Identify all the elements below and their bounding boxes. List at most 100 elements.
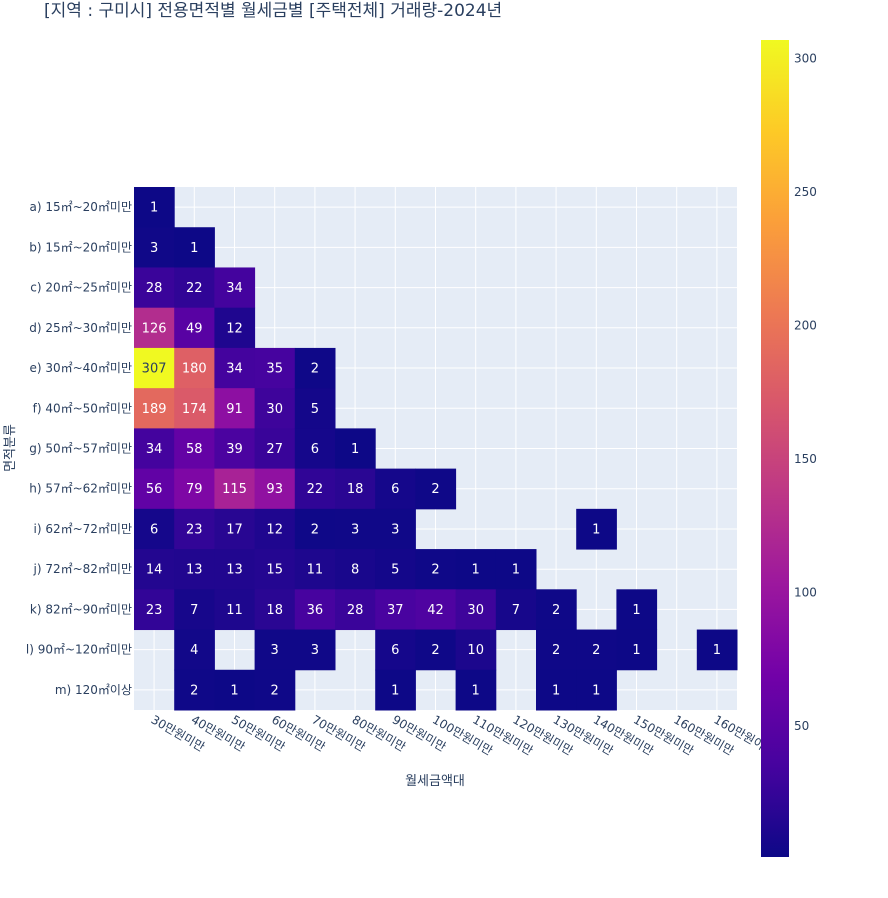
cell-value-label: 174 <box>182 402 207 417</box>
cell-value-label: 1 <box>472 683 480 698</box>
cell-value-label: 58 <box>186 442 203 457</box>
heatmap-cell <box>134 549 175 590</box>
cell-value-label: 3 <box>271 643 279 658</box>
cell-value-label: 23 <box>146 603 163 618</box>
heatmap-cell <box>536 629 577 671</box>
heatmap-cell <box>254 508 296 550</box>
heatmap-cell <box>254 347 296 389</box>
heatmap-cell <box>375 508 416 550</box>
y-tick-label: h) 57㎡~62㎡미만 <box>29 482 132 496</box>
cell-value-label: 1 <box>592 683 600 698</box>
heatmap-cell <box>294 468 336 510</box>
cell-value-label: 11 <box>307 563 324 578</box>
cell-value-label: 307 <box>142 362 167 377</box>
heatmap-cell <box>536 589 577 631</box>
cell-value-label: 2 <box>431 482 439 497</box>
cell-value-label: 5 <box>311 402 319 417</box>
cell-value-label: 2 <box>431 643 439 658</box>
cell-value-label: 3 <box>391 522 399 537</box>
heatmap-cell <box>335 468 376 510</box>
heatmap-cell <box>254 428 296 470</box>
heatmap-cell <box>134 267 175 309</box>
cell-value-label: 6 <box>391 482 399 497</box>
cell-value-label: 15 <box>266 563 283 578</box>
cell-value-label: 79 <box>186 482 203 497</box>
heatmap-cell <box>214 669 256 711</box>
heatmap-cell <box>495 549 537 590</box>
heatmap-cell <box>134 589 175 631</box>
cell-value-label: 1 <box>190 241 198 256</box>
cell-value-label: 2 <box>311 362 319 377</box>
heatmap-cell <box>616 629 658 671</box>
cell-value-label: 22 <box>307 482 324 497</box>
cell-value-label: 3 <box>311 643 319 658</box>
heatmap-cell <box>294 388 336 429</box>
heatmap-cell <box>134 347 175 389</box>
heatmap-cell <box>576 508 617 550</box>
cell-value-label: 7 <box>190 603 198 618</box>
colorbar-tick-label: 200 <box>794 319 817 333</box>
heatmap-cell <box>294 508 336 550</box>
heatmap-cell <box>415 629 457 671</box>
y-tick-label: g) 50㎡~57㎡미만 <box>29 442 132 456</box>
heatmap-cell <box>455 589 497 631</box>
heatmap-cell <box>536 669 577 711</box>
heatmap-cell <box>294 428 336 470</box>
heatmap-cell <box>214 267 256 309</box>
cell-value-label: 2 <box>311 522 319 537</box>
heatmap-cell <box>214 388 256 429</box>
heatmap-cell <box>174 307 215 349</box>
cell-value-label: 126 <box>142 321 167 336</box>
cell-value-label: 34 <box>226 281 243 296</box>
heatmap-cell <box>294 549 336 590</box>
heatmap-cell <box>294 629 336 671</box>
heatmap-cell <box>134 468 175 510</box>
cell-value-label: 180 <box>182 362 207 377</box>
cell-value-label: 5 <box>391 563 399 578</box>
cell-value-label: 13 <box>226 563 243 578</box>
y-tick-label: f) 40㎡~50㎡미만 <box>33 401 132 415</box>
cell-value-label: 8 <box>351 563 359 578</box>
cell-value-label: 2 <box>271 683 279 698</box>
y-tick-label: c) 20㎡~25㎡미만 <box>30 281 132 295</box>
cell-value-label: 42 <box>427 603 444 618</box>
heatmap-cell <box>174 508 215 550</box>
y-tick-label: k) 82㎡~90㎡미만 <box>30 602 132 616</box>
cell-value-label: 93 <box>266 482 283 497</box>
x-axis-title: 월세금액대 <box>405 774 465 789</box>
heatmap-cell <box>174 589 215 631</box>
cell-value-label: 18 <box>347 482 364 497</box>
colorbar-tick-label: 250 <box>794 185 817 199</box>
heatmap-cell <box>335 589 376 631</box>
y-axis-ticks: a) 15㎡~20㎡미만 b) 15㎡~20㎡미만 c) 20㎡~25㎡미만 d) 2… <box>26 200 132 697</box>
heatmap-cell <box>455 549 497 590</box>
heatmap-cell <box>254 549 296 590</box>
cell-value-label: 3 <box>351 522 359 537</box>
heatmap-cell <box>375 669 416 711</box>
cell-value-label: 2 <box>592 643 600 658</box>
cell-value-label: 6 <box>150 522 158 537</box>
y-axis-title: 면적분류 <box>3 424 18 472</box>
cell-value-label: 11 <box>226 603 243 618</box>
colorbar-tick-label: 150 <box>794 452 817 466</box>
heatmap-cell <box>214 347 256 389</box>
cell-value-label: 27 <box>266 442 283 457</box>
heatmap-cell <box>254 589 296 631</box>
heatmap-cell <box>335 549 376 590</box>
heatmap-cell <box>174 468 215 510</box>
cell-value-label: 7 <box>512 603 520 618</box>
heatmap-cell <box>174 428 215 470</box>
y-tick-label: i) 62㎡~72㎡미만 <box>33 522 132 536</box>
x-axis-ticks: 30만원미만40만원미만50만원미만60만원미만70만원미만80만원미만90만원… <box>149 712 777 758</box>
heatmap-cell <box>415 468 457 510</box>
cell-value-label: 35 <box>266 362 283 377</box>
colorbar-tick-label: 100 <box>794 586 817 600</box>
heatmap-cell <box>576 629 617 671</box>
cell-value-label: 2 <box>552 643 560 658</box>
heatmap-cell <box>254 669 296 711</box>
heatmap-cell <box>174 267 215 309</box>
cell-value-label: 30 <box>266 402 283 417</box>
cell-value-label: 22 <box>186 281 203 296</box>
heatmap-cell <box>495 589 537 631</box>
